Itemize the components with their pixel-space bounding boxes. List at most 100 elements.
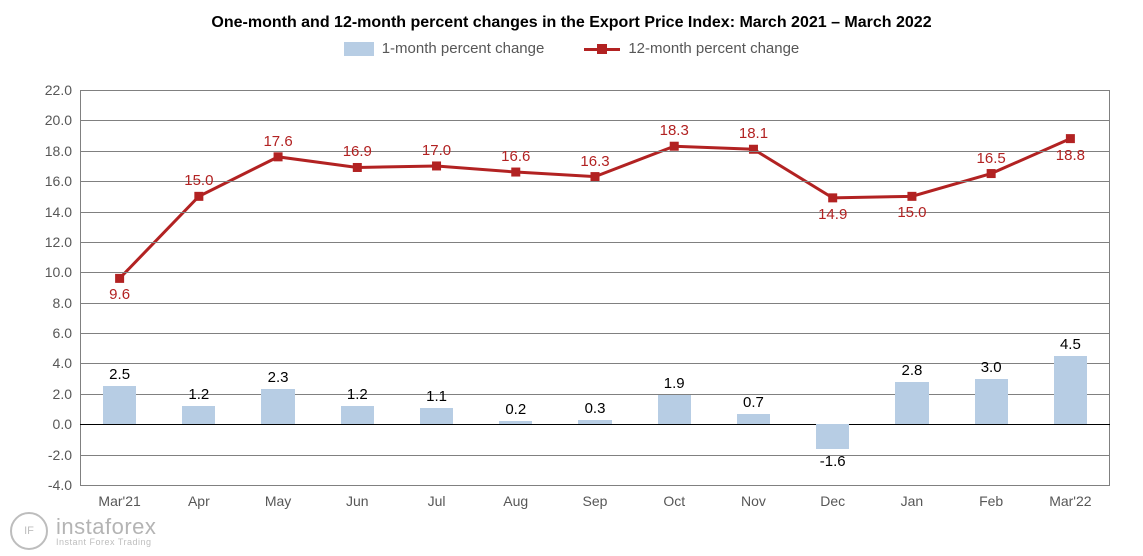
plot-area: -4.0-2.00.02.04.06.08.010.012.014.016.01… [80, 90, 1110, 485]
bar-value-label: 0.2 [505, 401, 526, 418]
gridline [80, 242, 1110, 243]
bar [103, 386, 136, 424]
plot-border-right [1109, 90, 1110, 485]
bar [182, 406, 215, 424]
y-tick-label: 2.0 [53, 386, 72, 402]
line-value-label: 18.8 [1056, 147, 1085, 164]
y-tick-label: 12.0 [45, 234, 72, 250]
gridline [80, 363, 1110, 364]
gridline [80, 455, 1110, 456]
x-tick-label: Aug [503, 493, 528, 509]
legend-label-line: 12-month percent change [628, 40, 799, 57]
y-tick-label: 8.0 [53, 295, 72, 311]
y-tick-label: -4.0 [48, 477, 72, 493]
bar-value-label: 3.0 [981, 359, 1002, 376]
bar [737, 414, 770, 425]
y-tick-label: 20.0 [45, 112, 72, 128]
bar-value-label: -1.6 [820, 453, 846, 470]
line-marker [828, 193, 837, 202]
x-tick-label: Nov [741, 493, 766, 509]
gridline [80, 485, 1110, 486]
line-marker [907, 192, 916, 201]
legend-label-bar: 1-month percent change [382, 40, 545, 57]
line-value-label: 16.6 [501, 148, 530, 165]
y-tick-label: 4.0 [53, 355, 72, 371]
gridline [80, 424, 1110, 425]
bar-value-label: 1.2 [188, 386, 209, 403]
bar-value-label: 1.9 [664, 375, 685, 392]
gridline [80, 272, 1110, 273]
gridline [80, 212, 1110, 213]
y-tick-label: 18.0 [45, 143, 72, 159]
line-marker [511, 168, 520, 177]
y-tick-label: 6.0 [53, 325, 72, 341]
legend-swatch-bar-icon [344, 42, 374, 56]
x-tick-label: Sep [583, 493, 608, 509]
y-tick-label: 0.0 [53, 416, 72, 432]
watermark-brand: instaforex [56, 516, 156, 538]
watermark: IF instaforex Instant Forex Trading [10, 512, 156, 550]
y-tick-label: 14.0 [45, 204, 72, 220]
gridline [80, 303, 1110, 304]
bar [895, 382, 928, 425]
bar-value-label: 2.5 [109, 366, 130, 383]
bar [261, 389, 294, 424]
line-marker [749, 145, 758, 154]
bar-value-label: 4.5 [1060, 336, 1081, 353]
line-value-label: 18.1 [739, 125, 768, 142]
line-value-label: 9.6 [109, 286, 130, 303]
line-series-svg [80, 90, 1110, 485]
watermark-tagline: Instant Forex Trading [56, 538, 156, 547]
line-value-label: 16.3 [580, 153, 609, 170]
gridline [80, 333, 1110, 334]
x-tick-label: Dec [820, 493, 845, 509]
bar [816, 424, 849, 448]
legend-item-line: 12-month percent change [584, 40, 799, 57]
bar [1054, 356, 1087, 424]
line-marker [670, 142, 679, 151]
y-tick-label: -2.0 [48, 447, 72, 463]
legend-item-bar: 1-month percent change [344, 40, 545, 57]
chart-title: One-month and 12-month percent changes i… [0, 0, 1143, 32]
gridline [80, 90, 1110, 91]
line-marker [432, 161, 441, 170]
x-tick-label: Jan [901, 493, 924, 509]
line-value-label: 16.9 [343, 143, 372, 160]
bar-value-label: 1.1 [426, 388, 447, 405]
bar-value-label: 2.3 [268, 369, 289, 386]
line-marker [115, 274, 124, 283]
line-marker [1066, 134, 1075, 143]
line-value-label: 15.0 [897, 204, 926, 221]
line-marker [353, 163, 362, 172]
line-value-label: 18.3 [660, 122, 689, 139]
bar [578, 420, 611, 425]
plot-border-left [80, 90, 81, 485]
gridline [80, 394, 1110, 395]
line-marker [591, 172, 600, 181]
x-tick-label: Mar'22 [1049, 493, 1091, 509]
line-value-label: 15.0 [184, 172, 213, 189]
chart-container: One-month and 12-month percent changes i… [0, 0, 1143, 556]
bar-value-label: 2.8 [901, 362, 922, 379]
x-tick-label: Mar'21 [98, 493, 140, 509]
line-value-label: 17.0 [422, 142, 451, 159]
legend-swatch-line-icon [584, 42, 620, 56]
line-value-label: 14.9 [818, 206, 847, 223]
bar [341, 406, 374, 424]
x-tick-label: Oct [663, 493, 685, 509]
bar-value-label: 1.2 [347, 386, 368, 403]
legend: 1-month percent change 12-month percent … [0, 40, 1143, 57]
bar-value-label: 0.3 [585, 400, 606, 417]
x-tick-label: Jun [346, 493, 369, 509]
x-tick-label: Feb [979, 493, 1003, 509]
watermark-logo-icon: IF [10, 512, 48, 550]
line-marker [987, 169, 996, 178]
line-marker [274, 152, 283, 161]
bar [420, 408, 453, 425]
line-marker [194, 192, 203, 201]
line-value-label: 17.6 [263, 133, 292, 150]
gridline [80, 120, 1110, 121]
gridline [80, 181, 1110, 182]
bar [499, 421, 532, 424]
bar [975, 379, 1008, 425]
